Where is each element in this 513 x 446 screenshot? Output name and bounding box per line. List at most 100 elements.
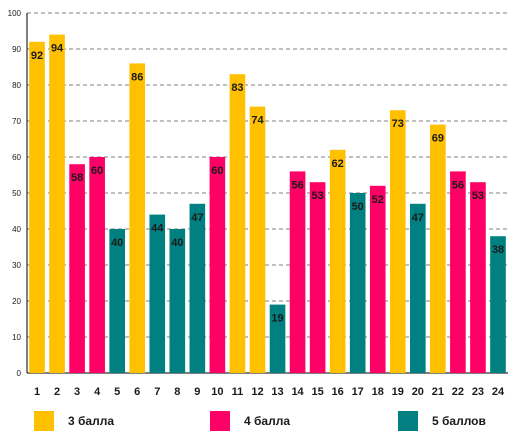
y-tick-label: 60 — [12, 153, 21, 162]
x-tick-label-20: 20 — [412, 386, 424, 398]
data-label-13: 19 — [271, 313, 283, 325]
data-label-23: 53 — [472, 190, 484, 202]
data-label-20: 47 — [412, 212, 424, 224]
bar-18 — [369, 185, 386, 373]
bar-9 — [189, 203, 206, 373]
x-tick-label-10: 10 — [211, 386, 223, 398]
bar-17 — [349, 193, 366, 373]
x-tick-label-22: 22 — [452, 386, 464, 398]
y-tick-label: 20 — [12, 297, 21, 306]
legend-item-5: 5 баллов — [398, 408, 486, 434]
data-label-16: 62 — [332, 158, 344, 170]
bar-3 — [69, 164, 85, 373]
legend-swatch-3 — [34, 411, 54, 431]
x-tick-label-1: 1 — [34, 386, 40, 398]
x-tick-label-9: 9 — [194, 386, 200, 398]
legend: 3 балла 4 балла 5 баллов — [0, 408, 513, 438]
bar-23 — [470, 182, 486, 373]
legend-label-5: 5 баллов — [432, 414, 486, 428]
data-label-24: 38 — [492, 244, 504, 256]
bar-21 — [430, 124, 446, 373]
data-label-11: 83 — [231, 82, 243, 94]
y-tick-label: 0 — [17, 369, 22, 378]
x-tick-label-11: 11 — [232, 386, 244, 398]
bar-13 — [269, 304, 286, 373]
legend-item-3: 3 балла — [34, 408, 114, 434]
bar-12 — [249, 106, 266, 373]
legend-item-4: 4 балла — [210, 408, 290, 434]
x-tick-label-7: 7 — [154, 386, 160, 398]
bar-15 — [309, 182, 326, 373]
data-label-2: 94 — [51, 43, 64, 55]
data-label-1: 92 — [31, 50, 43, 62]
legend-swatch-4 — [210, 411, 230, 431]
y-tick-label: 100 — [8, 9, 22, 18]
x-tick-label-12: 12 — [251, 386, 263, 398]
x-tick-label-24: 24 — [492, 386, 505, 398]
x-tick-label-23: 23 — [472, 386, 484, 398]
axes — [26, 13, 508, 374]
data-label-18: 52 — [372, 194, 384, 206]
legend-label-3: 3 балла — [68, 414, 115, 428]
x-tick-label-4: 4 — [94, 386, 101, 398]
data-label-7: 44 — [151, 223, 164, 235]
y-tick-label: 40 — [12, 225, 21, 234]
bar-10 — [209, 157, 226, 373]
x-tick-label-13: 13 — [271, 386, 283, 398]
x-tick-label-5: 5 — [114, 386, 120, 398]
legend-swatch-5 — [398, 411, 418, 431]
y-tick-label: 10 — [12, 333, 21, 342]
bar-4 — [89, 157, 105, 373]
x-tick-label-18: 18 — [372, 386, 384, 398]
x-tick-label-17: 17 — [352, 386, 364, 398]
x-tick-label-8: 8 — [174, 386, 180, 398]
bar-20 — [409, 203, 426, 373]
data-label-17: 50 — [352, 201, 364, 213]
x-tick-label-6: 6 — [134, 386, 140, 398]
legend-label-4: 4 балла — [244, 414, 291, 428]
data-label-12: 74 — [251, 115, 264, 127]
bar-5 — [109, 229, 126, 373]
data-label-14: 56 — [291, 179, 303, 191]
y-tick-label: 70 — [12, 117, 21, 126]
bar-8 — [169, 229, 186, 373]
bar-22 — [450, 171, 466, 373]
x-tick-label-2: 2 — [54, 386, 60, 398]
data-label-5: 40 — [111, 237, 123, 249]
data-label-21: 69 — [432, 133, 444, 145]
data-label-3: 58 — [71, 172, 83, 184]
bar-6 — [129, 63, 146, 374]
bar-7 — [149, 214, 166, 373]
bar-14 — [289, 171, 306, 373]
data-label-6: 86 — [131, 71, 143, 83]
data-label-22: 56 — [452, 179, 464, 191]
x-tick-label-16: 16 — [332, 386, 344, 398]
bar-16 — [329, 149, 346, 373]
data-labels: 92 94 58 60 40 86 44 40 47 60 83 74 19 56 53 62 50 52 73 47… — [31, 43, 504, 325]
data-label-4: 60 — [91, 165, 103, 177]
data-label-15: 53 — [311, 190, 323, 202]
bars — [29, 34, 506, 374]
x-tick-label-3: 3 — [74, 386, 80, 398]
x-tick-label-19: 19 — [392, 386, 404, 398]
y-tick-label: 80 — [12, 81, 21, 90]
y-tick-label: 50 — [12, 189, 21, 198]
grid-lines — [27, 12, 508, 338]
x-tick-label-14: 14 — [291, 386, 304, 398]
bar-2 — [49, 34, 65, 373]
x-tick-labels: 1 2 3 4 5 6 7 8 9 10 11 12 13 14 15 16 17 18 19 20 21 22 23 24 — [34, 386, 505, 398]
x-tick-label-15: 15 — [311, 386, 323, 398]
y-tick-label: 30 — [12, 261, 21, 270]
bar-1 — [29, 41, 45, 374]
bar-11 — [229, 74, 246, 373]
bar-24 — [490, 236, 506, 373]
y-tick-labels: 0 10 20 30 40 50 60 70 80 90 100 — [8, 9, 22, 378]
data-label-8: 40 — [171, 237, 183, 249]
y-tick-label: 90 — [12, 45, 21, 54]
bar-19 — [389, 110, 406, 373]
x-tick-label-21: 21 — [432, 386, 444, 398]
data-label-9: 47 — [191, 212, 203, 224]
data-label-10: 60 — [211, 165, 223, 177]
data-label-19: 73 — [392, 118, 404, 130]
